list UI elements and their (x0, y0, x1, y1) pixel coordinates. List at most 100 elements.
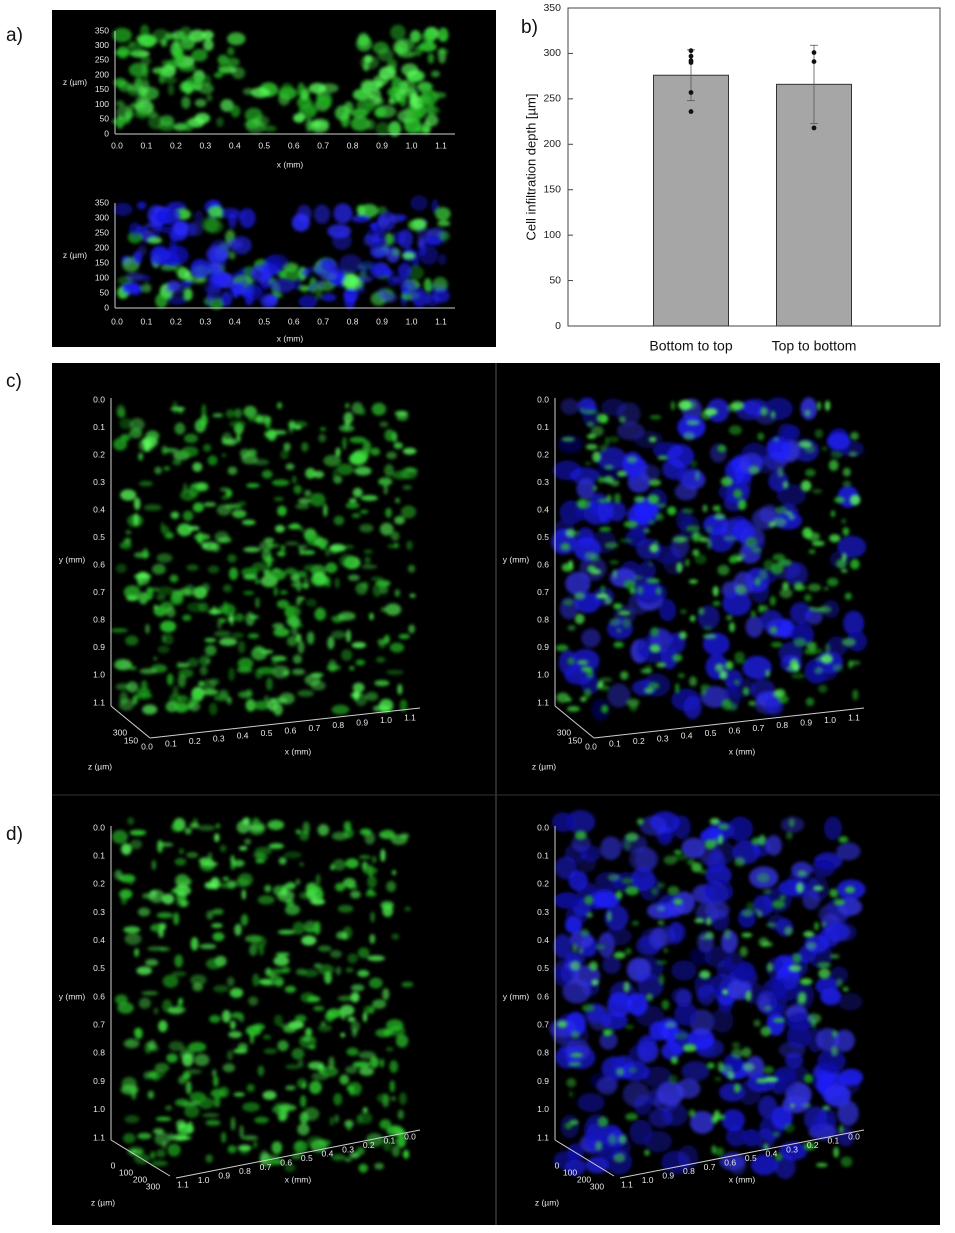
stain-blob (176, 523, 193, 537)
stain-blob (648, 519, 655, 525)
y-tick-label: 1.0 (93, 1104, 105, 1114)
stain-blob (829, 954, 840, 959)
stain-blob (306, 631, 315, 645)
stain-blob (640, 668, 652, 674)
stain-blob (643, 1130, 673, 1153)
y-axis-label: Cell infiltration depth [µm] (523, 94, 538, 241)
stain-blob (778, 1141, 808, 1161)
stain-blob (844, 592, 852, 601)
stain-blob (410, 30, 421, 43)
stain-blob (134, 77, 144, 87)
stain-blob (333, 515, 345, 526)
stain-blob (273, 496, 285, 502)
stain-blob (241, 453, 258, 465)
stain-blob (290, 574, 300, 582)
stain-blob (255, 858, 266, 864)
z-tick-label: 0 (104, 302, 109, 312)
stain-blob (339, 254, 362, 274)
stain-blob (300, 1095, 307, 1108)
stain-blob (151, 859, 157, 871)
stain-blob (257, 895, 275, 905)
stain-blob (390, 24, 406, 41)
stain-blob (670, 1056, 678, 1065)
z-tick-label: 300 (590, 1181, 604, 1191)
z-tick-label: 300 (95, 212, 109, 222)
x-tick-label: 1.1 (435, 316, 447, 326)
stain-blob (291, 668, 306, 676)
stain-blob (733, 1083, 741, 1093)
stain-blob (796, 882, 804, 894)
stain-blob (382, 988, 390, 1001)
stain-blob (629, 587, 636, 595)
stain-blob (333, 203, 353, 224)
stain-blob (733, 489, 743, 499)
stain-blob (136, 966, 153, 976)
stain-blob (608, 436, 620, 443)
stain-blob (317, 945, 332, 952)
stain-blob (678, 400, 692, 411)
stain-blob (663, 855, 677, 865)
stain-blob (418, 41, 437, 52)
stain-blob (291, 581, 300, 588)
stain-blob (760, 406, 768, 416)
stain-blob (625, 1113, 639, 1121)
stain-blob (736, 556, 743, 562)
stain-blob (560, 398, 579, 415)
stain-blob (177, 880, 189, 891)
stain-blob (704, 407, 718, 416)
x-tick-label: 0.2 (633, 736, 645, 746)
stain-blob (711, 1115, 719, 1124)
stain-blob (213, 72, 224, 79)
stain-blob (197, 824, 216, 832)
x-tick-label: 0.9 (800, 718, 812, 728)
stain-blob (285, 541, 299, 546)
stain-blob (809, 606, 814, 612)
stain-blob (362, 866, 378, 875)
x-tick-label: 0.0 (585, 741, 597, 751)
x-tick-label: 0.5 (301, 1153, 313, 1163)
stain-blob (655, 587, 662, 595)
stain-blob (570, 1052, 584, 1058)
stain-blob (722, 591, 752, 616)
stain-blob (685, 525, 700, 532)
plot-frame (567, 7, 941, 327)
z-axis-label: z (µm) (63, 250, 87, 260)
panel-label: b) (521, 17, 538, 38)
stain-blob (742, 1062, 755, 1072)
stain-blob (841, 552, 847, 562)
stain-blob (727, 403, 740, 412)
stain-blob (832, 663, 843, 672)
stain-blob (379, 522, 394, 536)
stain-blob (812, 885, 824, 891)
stain-blob (800, 480, 812, 492)
stain-blob (580, 696, 587, 702)
stain-blob (606, 910, 612, 922)
stain-blob (167, 295, 187, 305)
stain-blob (186, 852, 199, 858)
stain-blob (825, 643, 831, 655)
stain-blob (305, 118, 313, 132)
stain-blob (319, 543, 327, 550)
stain-blob (160, 38, 168, 47)
y-tick-label: 0.6 (537, 991, 549, 1001)
stain-blob (826, 577, 839, 587)
stain-blob (603, 1029, 612, 1037)
stain-blob (153, 1007, 159, 1015)
stain-blob (293, 113, 305, 123)
stain-blob (351, 108, 370, 116)
stain-blob (155, 1116, 172, 1122)
z-tick-label: 300 (95, 40, 109, 50)
stain-blob (175, 1119, 186, 1129)
stain-blob (129, 428, 143, 439)
stain-blob (805, 468, 816, 477)
stain-blob (237, 1042, 248, 1051)
stain-blob (190, 937, 199, 951)
stain-blob (181, 446, 199, 458)
stain-blob (250, 87, 270, 98)
stain-blob (340, 1032, 346, 1038)
stain-blob (692, 532, 700, 541)
stain-blob (581, 666, 592, 673)
stain-blob (262, 1090, 277, 1100)
stain-blob (188, 1042, 207, 1053)
stain-blob (624, 1024, 634, 1030)
